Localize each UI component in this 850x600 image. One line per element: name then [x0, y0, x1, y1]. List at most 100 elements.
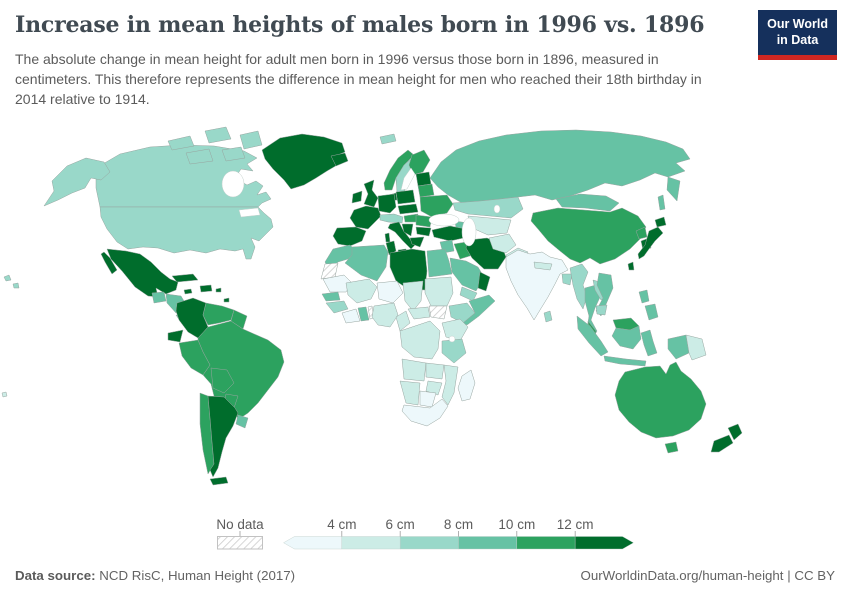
country-uruguay[interactable]: [235, 414, 249, 429]
country-canada[interactable]: [95, 144, 272, 208]
country-germany[interactable]: [377, 193, 397, 214]
country-sulawesi[interactable]: [640, 329, 658, 357]
country-nigeria[interactable]: [371, 302, 399, 328]
country-usa[interactable]: [99, 206, 274, 260]
country-arctic-island[interactable]: [167, 135, 195, 151]
country-japan-honshu[interactable]: [637, 226, 664, 260]
country-guatemala[interactable]: [151, 291, 167, 304]
country-arctic-island[interactable]: [204, 126, 232, 144]
country-jamaica[interactable]: [183, 288, 193, 295]
country-hawaii[interactable]: [12, 282, 20, 289]
country-afghanistan[interactable]: [488, 233, 517, 254]
country-svalbard[interactable]: [379, 133, 397, 145]
country-alps[interactable]: [379, 213, 404, 224]
country-ukraine[interactable]: [419, 194, 454, 218]
country-angola[interactable]: [401, 358, 427, 382]
country-iberia[interactable]: [332, 226, 367, 247]
country-madagascar[interactable]: [457, 369, 476, 402]
legend-segment-2[interactable]: [399, 536, 459, 550]
country-russia-sakhalin[interactable]: [657, 194, 666, 211]
country-papua-new-guinea[interactable]: [685, 334, 707, 361]
country-cameroon[interactable]: [395, 310, 411, 332]
country-namibia[interactable]: [399, 380, 421, 406]
country-sri-lanka[interactable]: [543, 310, 553, 323]
license-link[interactable]: OurWorldinData.org/human-height | CC BY: [580, 568, 836, 583]
country-mali[interactable]: [345, 278, 378, 304]
country-java[interactable]: [603, 355, 647, 367]
country-sudan[interactable]: [424, 276, 454, 307]
country-finland[interactable]: [408, 149, 431, 176]
country-czech-slovakia[interactable]: [397, 203, 419, 215]
country-mexico[interactable]: [106, 248, 179, 298]
country-poland[interactable]: [395, 189, 416, 205]
country-polynesia[interactable]: [1, 391, 8, 398]
country-colombia[interactable]: [175, 297, 209, 339]
country-new-guinea-west[interactable]: [667, 334, 690, 360]
country-russia-kamchatka[interactable]: [666, 176, 681, 202]
country-bolivia[interactable]: [210, 367, 235, 394]
country-china[interactable]: [530, 207, 647, 265]
country-algeria[interactable]: [344, 244, 389, 282]
legend-segment-0[interactable]: [283, 536, 343, 550]
country-philippines[interactable]: [638, 289, 650, 304]
country-oman[interactable]: [477, 271, 491, 292]
country-arctic-island[interactable]: [221, 146, 246, 162]
legend-segment-1[interactable]: [341, 536, 401, 550]
country-greenland[interactable]: [261, 133, 346, 190]
country-central-african-republic[interactable]: [407, 306, 431, 320]
country-arctic-island[interactable]: [185, 148, 214, 165]
country-egypt[interactable]: [426, 248, 453, 278]
country-south-sudan[interactable]: [428, 305, 448, 320]
country-sumatra[interactable]: [576, 315, 609, 357]
country-new-zealand-south[interactable]: [710, 434, 734, 453]
country-mexico-baja[interactable]: [100, 251, 118, 275]
country-tasmania[interactable]: [664, 441, 679, 454]
country-north-korea[interactable]: [635, 226, 648, 240]
country-japan-hokkaido[interactable]: [654, 216, 667, 228]
country-baltics[interactable]: [415, 171, 432, 187]
country-tierra-del-fuego[interactable]: [209, 476, 229, 486]
country-france[interactable]: [349, 205, 382, 230]
country-botswana[interactable]: [419, 390, 437, 408]
country-italy[interactable]: [387, 221, 416, 250]
country-romania[interactable]: [415, 214, 433, 228]
legend-segment-3[interactable]: [458, 536, 518, 550]
world-map[interactable]: [0, 105, 850, 507]
country-australia[interactable]: [614, 361, 707, 439]
country-chad[interactable]: [402, 280, 424, 312]
country-morocco[interactable]: [324, 244, 357, 270]
legend-no-data-swatch[interactable]: [217, 536, 263, 550]
country-cuba[interactable]: [171, 273, 199, 283]
legend-segment-4[interactable]: [516, 536, 576, 550]
country-somalia[interactable]: [462, 294, 496, 326]
country-russia[interactable]: [429, 129, 691, 204]
country-arctic-island[interactable]: [239, 130, 263, 150]
country-taiwan[interactable]: [627, 261, 635, 271]
country-india[interactable]: [505, 249, 569, 321]
country-senegal[interactable]: [321, 291, 341, 302]
country-vietnam[interactable]: [595, 272, 614, 317]
country-dr-congo[interactable]: [399, 320, 441, 360]
country-kazakhstan[interactable]: [452, 196, 524, 219]
country-greece[interactable]: [409, 236, 425, 248]
country-alaska[interactable]: [43, 157, 111, 207]
country-zimbabwe[interactable]: [425, 380, 443, 396]
country-iceland[interactable]: [330, 152, 349, 167]
country-mozambique[interactable]: [441, 364, 459, 406]
country-mongolia[interactable]: [555, 193, 620, 212]
country-ireland[interactable]: [351, 190, 363, 204]
country-bangladesh[interactable]: [561, 273, 573, 286]
country-argentina[interactable]: [207, 395, 239, 478]
country-bulgaria[interactable]: [415, 226, 432, 237]
country-venezuela[interactable]: [202, 302, 235, 326]
country-ghana[interactable]: [357, 306, 370, 322]
country-norway[interactable]: [383, 149, 415, 191]
country-guyanas[interactable]: [230, 309, 248, 330]
country-puerto-rico[interactable]: [215, 287, 222, 293]
country-cambodia[interactable]: [595, 304, 608, 316]
country-zambia[interactable]: [425, 362, 445, 380]
country-trinidad[interactable]: [223, 297, 230, 303]
country-borneo-indonesia[interactable]: [611, 325, 642, 350]
country-hispaniola[interactable]: [199, 284, 213, 293]
country-united-kingdom[interactable]: [363, 179, 379, 208]
